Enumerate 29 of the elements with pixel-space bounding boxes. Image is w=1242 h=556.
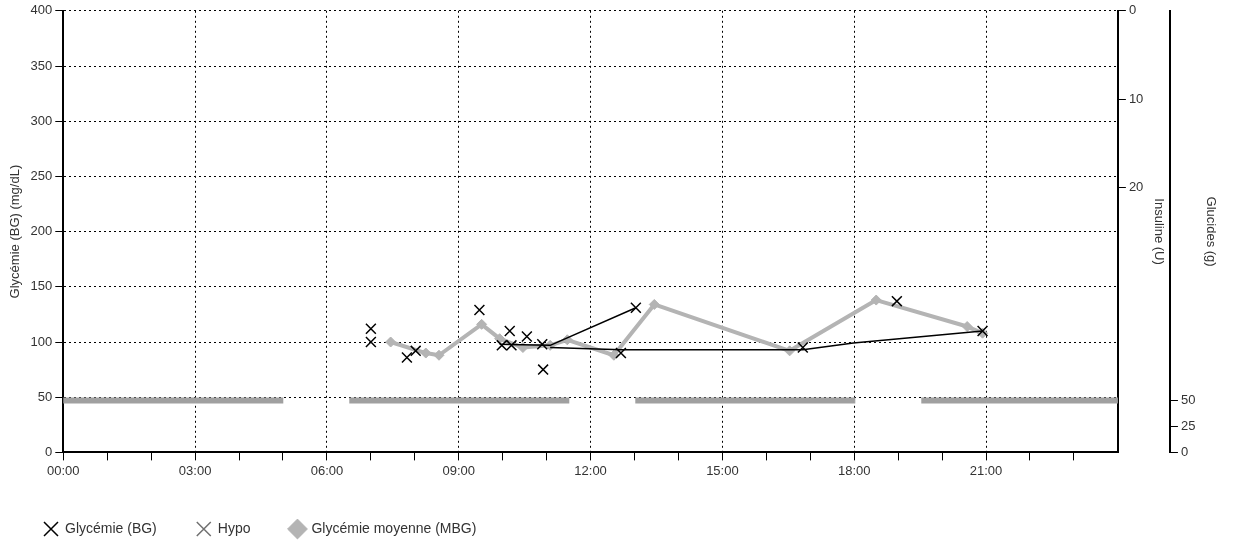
y-tick-label: 150	[30, 278, 53, 294]
x-tick-label: 18:00	[837, 462, 871, 478]
legend-label: Glycémie moyenne (MBG)	[311, 519, 477, 536]
y3-tick-label: 0	[1180, 443, 1189, 459]
y-tick-label: 250	[30, 167, 53, 183]
x-tick-label: 21:00	[969, 462, 1003, 478]
x-tick-label: 12:00	[574, 462, 607, 478]
y-tick-label: 100	[30, 333, 53, 349]
y-tick-label: 200	[30, 223, 53, 239]
y3-axis-title: Glucides (g)	[1203, 196, 1219, 267]
y-axis-title: Glycémie (BG) (mg/dL)	[7, 164, 23, 299]
y3-tick-label: 50	[1180, 392, 1196, 408]
y-tick-label: 300	[30, 112, 53, 128]
x-tick-label: 06:00	[310, 462, 344, 478]
y-tick-label: 0	[45, 443, 53, 459]
x-tick-label: 03:00	[178, 462, 212, 478]
legend-label: Glycémie (BG)	[65, 519, 157, 536]
x-tick-label: 00:00	[47, 462, 80, 478]
legend-label: Hypo	[217, 519, 251, 536]
y-tick-label: 400	[30, 2, 53, 18]
y2-axis-title: Insuline (U)	[1151, 198, 1167, 265]
y-tick-label: 350	[30, 57, 53, 73]
y-tick-label: 50	[37, 388, 53, 404]
y2-tick-label: 0	[1128, 2, 1137, 18]
y3-tick-label: 25	[1180, 418, 1196, 433]
x-tick-label: 09:00	[442, 462, 476, 478]
y2-tick-label: 10	[1128, 90, 1144, 106]
x-tick-label: 15:00	[706, 462, 739, 478]
y2-tick-label: 20	[1128, 179, 1144, 195]
